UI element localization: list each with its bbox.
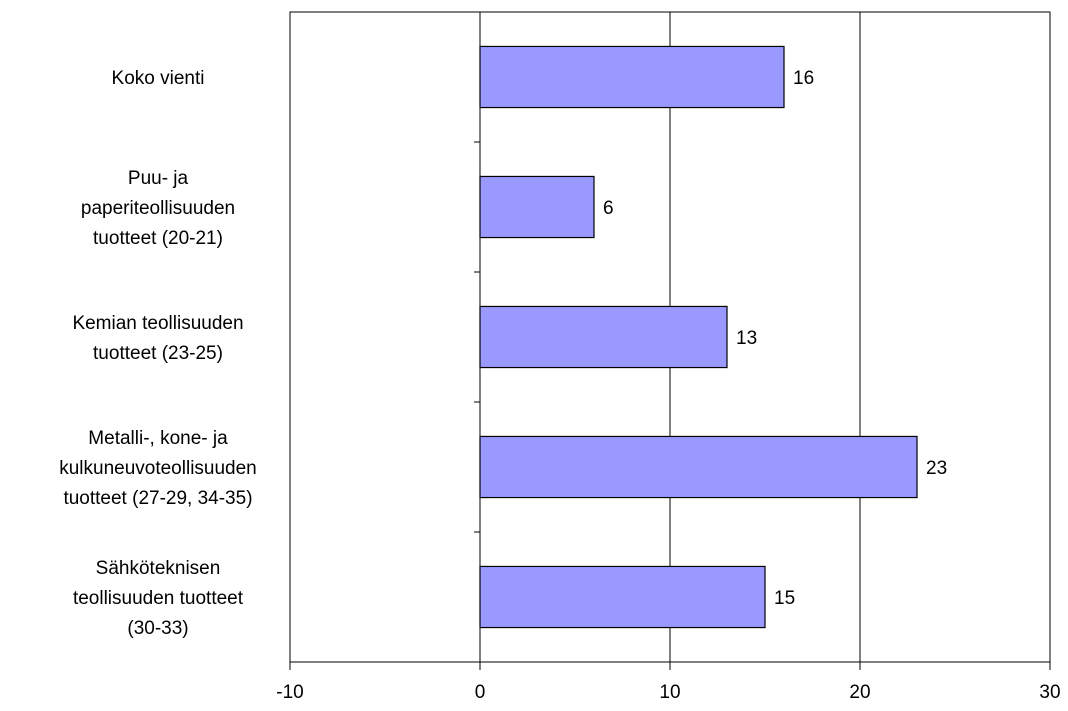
x-tick-label: 0 [475,682,486,703]
bar-3 [479,435,918,499]
bar-1 [479,175,595,239]
category-label-line: kulkuneuvoteollisuuden [59,458,257,479]
category-label-line: tuotteet (23-25) [93,343,223,364]
category-label-line: (30-33) [127,618,188,639]
axes [289,12,1051,670]
bar-4 [479,565,766,629]
category-label-line: tuotteet (27-29, 34-35) [63,488,252,509]
bars [479,45,918,629]
category-label-0: Koko vienti [112,68,205,89]
category-label-line: Sähköteknisen [96,558,221,579]
bar-0 [479,45,785,109]
x-tick-label: 10 [659,682,680,703]
category-label-3: Metalli-, kone- ja kulkuneuvoteollisuuden… [59,428,257,509]
category-label-line: Koko vienti [112,68,205,89]
category-label-line: Puu- ja [128,168,189,189]
category-label-line: tuotteet (20-21) [93,228,223,249]
category-label-1: Puu- ja paperiteollisuuden tuotteet (20-21… [81,168,235,249]
bar-value-label: 16 [793,68,814,89]
category-label-line: teollisuuden tuotteet [73,588,244,609]
category-label-line: Metalli-, kone- ja [88,428,228,449]
category-label-line: paperiteollisuuden [81,198,235,219]
x-tick-label: -10 [276,682,303,703]
bar-value-label: 6 [603,198,614,219]
category-label-line: Kemian teollisuuden [72,313,243,334]
tick-labels: -10 0 10 20 30 [276,682,1060,703]
x-tick-label: 30 [1039,682,1060,703]
bar-value-label: 13 [736,328,757,349]
category-labels: Koko vienti Puu- ja paperiteollisuuden tuot… [59,68,257,639]
bar-value-label: 23 [926,458,947,479]
category-label-2: Kemian teollisuuden tuotteet (23-25) [72,313,243,364]
x-tick-label: 20 [849,682,870,703]
bar-value-label: 15 [774,588,795,609]
category-label-4: Sähköteknisen teollisuuden tuotteet (30-33… [73,558,244,639]
bar-2 [479,305,728,369]
value-labels: 16 6 13 23 15 [603,68,947,609]
